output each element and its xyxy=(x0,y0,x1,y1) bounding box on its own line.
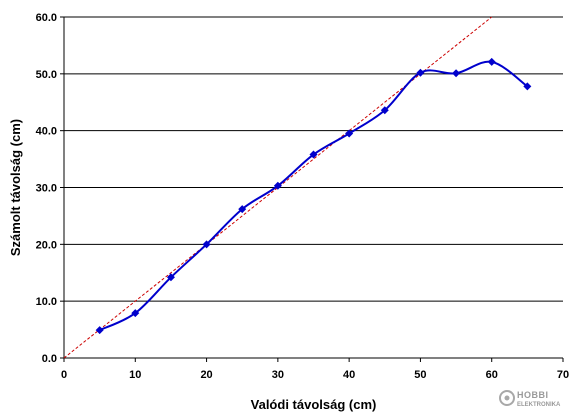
watermark-logo: HOBBI ELEKTRONIKA xyxy=(499,390,561,408)
watermark-main-text: HOBBI xyxy=(517,390,549,400)
axis-titles: Valódi távolság (cm) Számolt távolság (c… xyxy=(8,119,376,412)
data-point xyxy=(523,82,532,91)
watermark-emblem xyxy=(499,390,515,406)
data-point xyxy=(166,273,175,282)
watermark-emblem-core xyxy=(504,395,510,401)
series xyxy=(95,57,532,335)
data-point xyxy=(309,150,318,159)
x-tick-label: 70 xyxy=(557,369,569,381)
y-tick-label: 40.0 xyxy=(36,126,57,138)
y-tick-label: 60.0 xyxy=(36,12,57,24)
data-point xyxy=(238,205,247,214)
x-tick-label: 60 xyxy=(486,369,498,381)
y-tick-label: 0.0 xyxy=(42,353,57,365)
data-point xyxy=(452,69,461,78)
x-tick-label: 30 xyxy=(272,369,284,381)
tick-labels: 0.0 10.0 20.0 30.0 40.0 50.0 60.0 0 10 20 30 40 50 60… xyxy=(36,12,570,381)
data-point xyxy=(345,129,354,138)
x-tick-label: 0 xyxy=(61,369,67,381)
y-tick-label: 30.0 xyxy=(36,183,57,195)
x-tick-label: 50 xyxy=(414,369,426,381)
y-tick-label: 50.0 xyxy=(36,69,57,81)
y-axis-title: Számolt távolság (cm) xyxy=(8,119,23,256)
grid-lines xyxy=(64,16,563,302)
data-point xyxy=(202,240,211,249)
data-point xyxy=(380,106,389,115)
y-tick-label: 10.0 xyxy=(36,296,57,308)
data-point xyxy=(95,326,104,335)
axes xyxy=(60,16,564,362)
data-point xyxy=(131,309,140,318)
y-tick-label: 20.0 xyxy=(36,239,57,251)
series-line xyxy=(99,60,528,332)
x-tick-label: 40 xyxy=(343,369,355,381)
data-point xyxy=(487,57,496,66)
watermark-sub-text: ELEKTRONIKA xyxy=(517,402,561,408)
data-point xyxy=(416,68,425,77)
x-tick-label: 10 xyxy=(129,369,141,381)
x-axis-title: Valódi távolság (cm) xyxy=(251,397,377,412)
x-tick-label: 20 xyxy=(200,369,212,381)
data-point xyxy=(273,181,282,190)
